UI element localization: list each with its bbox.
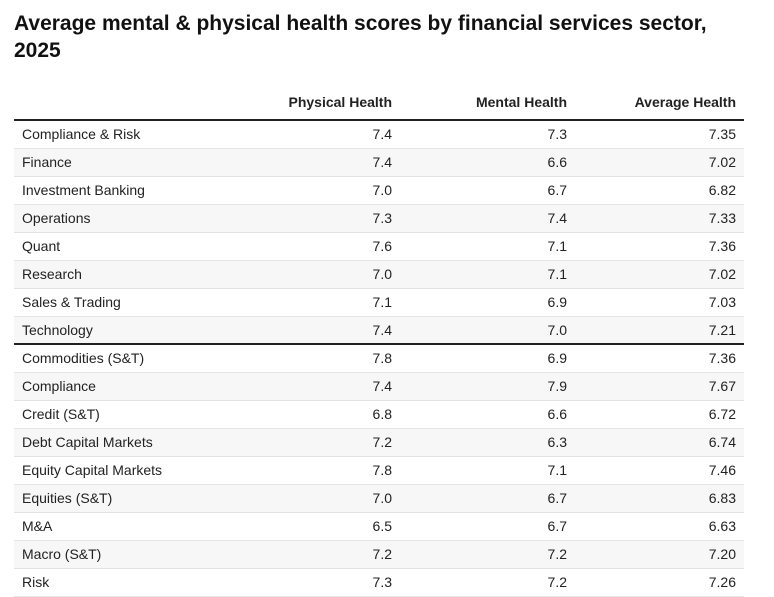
mental-health-cell: 6.7: [400, 176, 575, 205]
physical-health-cell: 7.4: [204, 148, 400, 177]
average-health-cell: 7.33: [575, 204, 744, 233]
table-row: Risk 7.3 7.2 7.26: [14, 568, 744, 597]
average-health-cell: 7.36: [575, 232, 744, 261]
mental-health-cell: 7.2: [400, 540, 575, 569]
table-body: Compliance & Risk 7.4 7.3 7.35 Finance 7.4 6.6…: [14, 120, 744, 597]
average-health-cell: 7.02: [575, 260, 744, 289]
physical-health-cell: 7.4: [204, 372, 400, 401]
physical-health-cell: 6.8: [204, 400, 400, 429]
average-health-cell: 7.26: [575, 568, 744, 597]
table-row: Research 7.0 7.1 7.02: [14, 260, 744, 289]
mental-health-cell: 7.1: [400, 456, 575, 485]
mental-health-cell: 7.3: [400, 120, 575, 149]
mental-health-cell: 7.9: [400, 372, 575, 401]
mental-health-cell: 6.9: [400, 344, 575, 373]
table-row: Debt Capital Markets 7.2 6.3 6.74: [14, 428, 744, 457]
sector-cell: Compliance: [14, 372, 204, 401]
average-health-cell: 6.74: [575, 428, 744, 457]
sector-cell: Finance: [14, 148, 204, 177]
table-row: Equity Capital Markets 7.8 7.1 7.46: [14, 456, 744, 485]
physical-health-cell: 7.1: [204, 288, 400, 317]
average-health-cell: 7.03: [575, 288, 744, 317]
mental-health-cell: 6.7: [400, 484, 575, 513]
physical-health-cell: 7.8: [204, 456, 400, 485]
mental-health-cell: 6.6: [400, 400, 575, 429]
table-row: Commodities (S&T) 7.8 6.9 7.36: [14, 344, 744, 373]
average-health-cell: 6.63: [575, 512, 744, 541]
physical-health-cell: 7.4: [204, 316, 400, 345]
table-row: Investment Banking 7.0 6.7 6.82: [14, 176, 744, 205]
physical-health-cell: 7.3: [204, 568, 400, 597]
sector-cell: Operations: [14, 204, 204, 233]
table-row: Compliance 7.4 7.9 7.67: [14, 372, 744, 401]
average-health-cell: 7.21: [575, 316, 744, 345]
mental-health-cell: 6.3: [400, 428, 575, 457]
sector-cell: Quant: [14, 232, 204, 261]
table-row: Equities (S&T) 7.0 6.7 6.83: [14, 484, 744, 513]
table-row: Operations 7.3 7.4 7.33: [14, 204, 744, 233]
table-row: Technology 7.4 7.0 7.21: [14, 316, 744, 345]
average-health-cell: 7.02: [575, 148, 744, 177]
column-header-average-health: Average Health: [575, 84, 744, 121]
physical-health-cell: 7.3: [204, 204, 400, 233]
health-scores-table: Physical Health Mental Health Average He…: [14, 84, 744, 597]
physical-health-cell: 7.4: [204, 120, 400, 149]
average-health-cell: 7.20: [575, 540, 744, 569]
average-health-cell: 7.36: [575, 344, 744, 373]
mental-health-cell: 6.7: [400, 512, 575, 541]
mental-health-cell: 7.2: [400, 568, 575, 597]
column-header-physical-health: Physical Health: [204, 84, 400, 121]
header-row: Physical Health Mental Health Average He…: [14, 84, 744, 121]
sector-cell: Equities (S&T): [14, 484, 204, 513]
chart-title: Average mental & physical health scores …: [14, 12, 707, 62]
table-row: Finance 7.4 6.6 7.02: [14, 148, 744, 177]
average-health-cell: 6.83: [575, 484, 744, 513]
table-row: Credit (S&T) 6.8 6.6 6.72: [14, 400, 744, 429]
sector-cell: Research: [14, 260, 204, 289]
table-row: Quant 7.6 7.1 7.36: [14, 232, 744, 261]
sector-cell: Sales & Trading: [14, 288, 204, 317]
physical-health-cell: 7.2: [204, 428, 400, 457]
average-health-cell: 7.67: [575, 372, 744, 401]
mental-health-cell: 7.4: [400, 204, 575, 233]
physical-health-cell: 7.8: [204, 344, 400, 373]
table-row: Sales & Trading 7.1 6.9 7.03: [14, 288, 744, 317]
sector-cell: Macro (S&T): [14, 540, 204, 569]
sector-cell: Equity Capital Markets: [14, 456, 204, 485]
sector-cell: Compliance & Risk: [14, 120, 204, 149]
physical-health-cell: 7.0: [204, 176, 400, 205]
mental-health-cell: 7.1: [400, 232, 575, 261]
physical-health-cell: 7.6: [204, 232, 400, 261]
physical-health-cell: 7.0: [204, 484, 400, 513]
mental-health-cell: 7.1: [400, 260, 575, 289]
average-health-cell: 7.35: [575, 120, 744, 149]
mental-health-cell: 7.0: [400, 316, 575, 345]
column-header-mental-health: Mental Health: [400, 84, 575, 121]
average-health-cell: 7.46: [575, 456, 744, 485]
sector-cell: Investment Banking: [14, 176, 204, 205]
physical-health-cell: 6.5: [204, 512, 400, 541]
average-health-cell: 6.82: [575, 176, 744, 205]
table-row: Compliance & Risk 7.4 7.3 7.35: [14, 120, 744, 149]
sector-cell: M&A: [14, 512, 204, 541]
column-header-sector: [14, 84, 204, 121]
mental-health-cell: 6.9: [400, 288, 575, 317]
sector-cell: Risk: [14, 568, 204, 597]
physical-health-cell: 7.0: [204, 260, 400, 289]
sector-cell: Credit (S&T): [14, 400, 204, 429]
average-health-cell: 6.72: [575, 400, 744, 429]
physical-health-cell: 7.2: [204, 540, 400, 569]
mental-health-cell: 6.6: [400, 148, 575, 177]
sector-cell: Technology: [14, 316, 204, 345]
sector-cell: Debt Capital Markets: [14, 428, 204, 457]
table-row: Macro (S&T) 7.2 7.2 7.20: [14, 540, 744, 569]
table-row: M&A 6.5 6.7 6.63: [14, 512, 744, 541]
sector-cell: Commodities (S&T): [14, 344, 204, 373]
